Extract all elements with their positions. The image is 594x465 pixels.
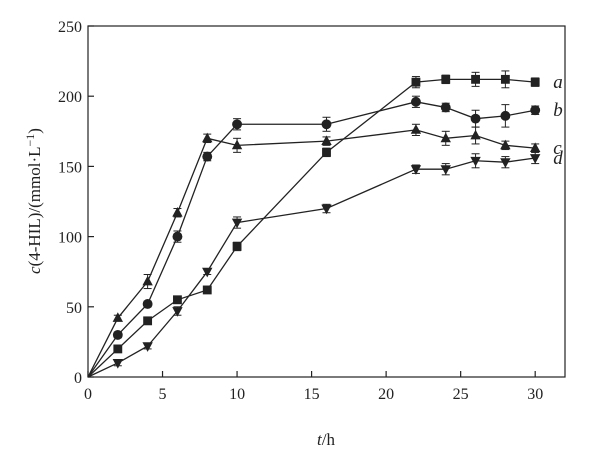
x-tick-label: 30 <box>527 386 543 403</box>
series-b <box>87 95 541 378</box>
x-axis-title: t/h <box>317 430 335 449</box>
data-point <box>202 267 213 278</box>
series-label-d: d <box>553 148 563 169</box>
data-point <box>232 119 243 130</box>
data-point <box>470 129 481 140</box>
data-point <box>411 77 421 87</box>
series-label-a: a <box>553 72 563 93</box>
data-series <box>87 70 541 378</box>
data-point <box>172 231 183 242</box>
data-point <box>530 77 540 87</box>
data-point <box>142 275 153 286</box>
y-axis-title-unit: (4-HIL)/(mmol·L <box>25 147 44 267</box>
data-point <box>440 165 451 175</box>
x-axis-title-unit: /h <box>322 430 336 449</box>
data-point <box>113 344 123 354</box>
data-point <box>172 207 183 217</box>
data-point <box>441 74 451 84</box>
y-axis-title-exponent: −1 <box>23 134 37 147</box>
data-point <box>172 307 183 317</box>
plot-frame <box>87 25 566 378</box>
series-line <box>87 101 536 378</box>
y-tick-label: 0 <box>74 370 82 387</box>
data-point <box>202 151 213 162</box>
x-tick-label: 5 <box>159 386 167 403</box>
y-tick-label: 150 <box>58 159 82 176</box>
y-axis-title: c(4-HIL)/(mmol·L−1) <box>23 128 44 274</box>
data-point <box>530 105 541 116</box>
series-label-b: b <box>553 100 563 121</box>
x-axis: 0 5 10 15 20 25 30 <box>84 371 543 403</box>
x-tick-label: 10 <box>229 386 245 403</box>
series-line <box>87 78 536 378</box>
data-point <box>142 299 153 309</box>
data-point <box>500 74 510 84</box>
data-point <box>321 204 332 215</box>
data-point <box>500 110 511 121</box>
series-d <box>87 151 541 378</box>
x-tick-label: 25 <box>453 386 469 403</box>
data-point <box>410 165 422 175</box>
data-point <box>500 139 511 150</box>
x-tick-label: 0 <box>84 386 92 403</box>
y-tick-label: 50 <box>66 300 82 317</box>
data-point <box>470 156 481 167</box>
x-axis-title-var: t <box>317 430 323 449</box>
data-point <box>232 242 242 251</box>
data-point <box>529 142 541 153</box>
x-tick-label: 20 <box>378 386 394 403</box>
data-point <box>112 359 124 369</box>
data-point <box>231 139 243 150</box>
series-a <box>87 70 540 378</box>
y-tick-label: 100 <box>58 230 82 247</box>
series-c <box>87 123 541 378</box>
data-point <box>471 74 480 84</box>
data-point <box>112 312 124 322</box>
data-point <box>529 154 541 164</box>
y-axis-title-close: ) <box>25 128 44 134</box>
y-axis-title-var: c <box>25 266 44 274</box>
data-point <box>440 102 451 113</box>
data-point <box>500 158 511 168</box>
data-point <box>142 342 153 352</box>
data-point <box>410 96 421 107</box>
data-point <box>321 119 332 130</box>
data-point <box>410 124 422 134</box>
data-point <box>470 113 481 124</box>
data-point <box>173 295 182 305</box>
data-point <box>202 132 213 143</box>
data-point <box>202 285 212 295</box>
series-line <box>87 157 536 378</box>
y-axis: 0 50 100 150 200 250 <box>58 19 94 387</box>
data-point <box>322 147 331 157</box>
y-tick-label: 200 <box>58 89 82 106</box>
data-point <box>231 218 243 229</box>
series-label-c: c <box>553 138 562 159</box>
y-tick-label: 250 <box>58 19 82 36</box>
data-point <box>112 329 123 340</box>
data-point <box>143 316 153 326</box>
data-point <box>440 132 451 143</box>
data-point <box>321 135 332 146</box>
x-tick-label: 15 <box>304 386 320 403</box>
series-line <box>87 129 536 378</box>
